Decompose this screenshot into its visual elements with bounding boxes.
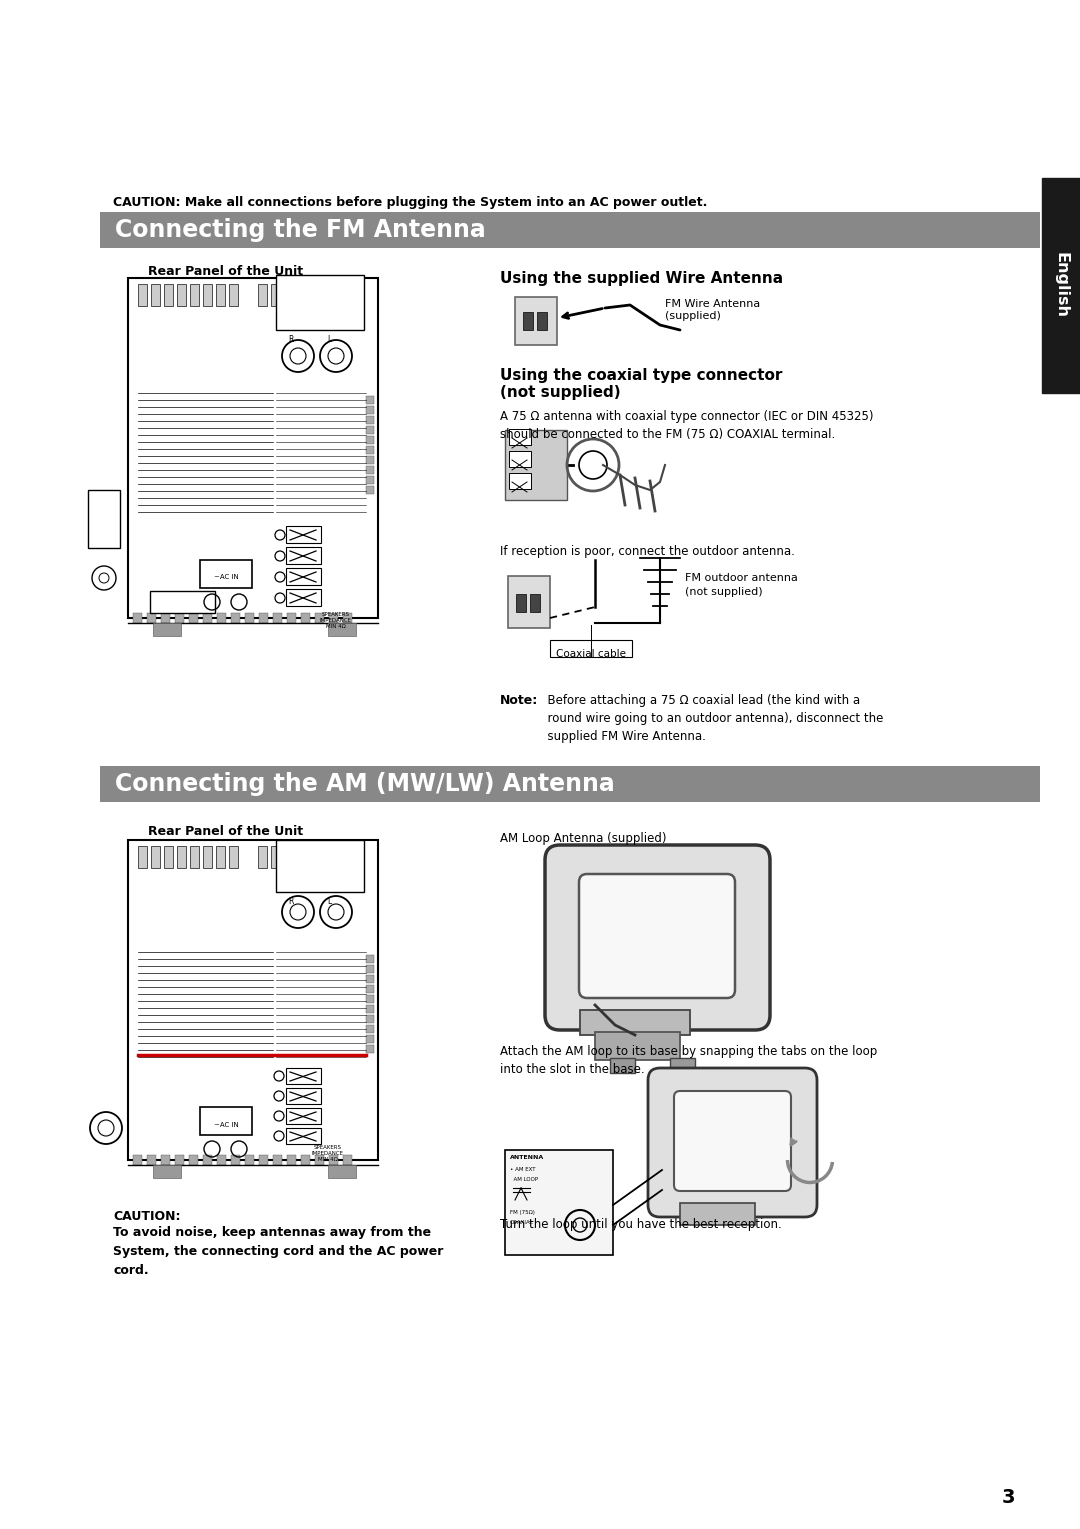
Text: SPEAKERS
IMPEDANCE
MIN 4Ω: SPEAKERS IMPEDANCE MIN 4Ω (312, 1145, 345, 1162)
Bar (175, 613, 184, 622)
Text: COAXIAL: COAXIAL (510, 1220, 534, 1225)
Text: FM outdoor antenna: FM outdoor antenna (685, 573, 798, 583)
Bar (87, 489, 120, 547)
Bar (537, 312, 546, 330)
Bar (216, 846, 225, 868)
Bar (366, 1005, 374, 1014)
Bar (310, 284, 319, 306)
Bar (286, 567, 321, 586)
Text: Rear Panel of the Unit: Rear Panel of the Unit (148, 265, 303, 278)
Bar (100, 213, 1040, 248)
Bar (286, 1109, 321, 1124)
Bar (287, 1154, 296, 1165)
Bar (301, 613, 310, 622)
Bar (509, 472, 531, 489)
Bar (138, 846, 147, 868)
Bar (286, 1089, 321, 1104)
Text: Rear Panel of the Unit: Rear Panel of the Unit (148, 826, 303, 838)
Bar (343, 613, 352, 622)
Bar (203, 284, 212, 306)
Bar (177, 846, 186, 868)
Bar (273, 1154, 282, 1165)
Text: Connecting the FM Antenna: Connecting the FM Antenna (114, 219, 486, 242)
Bar (366, 396, 374, 404)
Bar (343, 1154, 352, 1165)
Bar (366, 1044, 374, 1053)
Bar (276, 275, 364, 330)
Bar (133, 613, 141, 622)
Text: CAUTION:: CAUTION: (113, 1209, 180, 1223)
Bar (229, 846, 238, 868)
Bar (231, 1154, 240, 1165)
Text: English: English (1053, 252, 1068, 318)
Bar (366, 466, 374, 474)
Bar (366, 416, 374, 424)
Bar (190, 846, 199, 868)
Bar (366, 1015, 374, 1023)
Bar (203, 613, 212, 622)
Bar (610, 1058, 635, 1073)
Bar (200, 1107, 252, 1135)
Bar (515, 297, 557, 346)
Bar (301, 1154, 310, 1165)
Bar (366, 1035, 374, 1043)
Text: AM LOOP: AM LOOP (510, 1177, 538, 1182)
Bar (153, 1165, 181, 1177)
FancyBboxPatch shape (579, 875, 735, 998)
Bar (680, 1203, 755, 1225)
Text: 3: 3 (1001, 1488, 1015, 1508)
Bar (508, 576, 550, 628)
Bar (259, 1154, 268, 1165)
Bar (153, 622, 181, 636)
Text: (not supplied): (not supplied) (500, 385, 621, 401)
Bar (366, 985, 374, 992)
FancyBboxPatch shape (674, 1092, 791, 1191)
Bar (297, 846, 306, 868)
Text: Before attaching a 75 Ω coaxial lead (the kind with a
  round wire going to an o: Before attaching a 75 Ω coaxial lead (th… (540, 694, 883, 743)
Bar (505, 430, 567, 500)
Bar (190, 284, 199, 306)
Bar (287, 613, 296, 622)
Bar (175, 1154, 184, 1165)
Bar (129, 278, 378, 618)
Bar (328, 622, 356, 636)
Text: FM Wire Antenna
(supplied): FM Wire Antenna (supplied) (665, 300, 760, 321)
Text: R: R (288, 335, 294, 344)
Bar (271, 284, 280, 306)
Bar (200, 560, 252, 589)
Bar (151, 846, 160, 868)
Text: L: L (327, 335, 332, 344)
Bar (276, 839, 364, 891)
Text: (not supplied): (not supplied) (685, 587, 762, 596)
Bar (164, 284, 173, 306)
Text: • AM EXT: • AM EXT (510, 1167, 536, 1173)
Bar (509, 451, 531, 466)
Bar (271, 846, 280, 868)
Text: Coaxial cable: Coaxial cable (556, 648, 626, 659)
Bar (245, 613, 254, 622)
Text: A 75 Ω antenna with coaxial type connector (IEC or DIN 45325)
should be connecte: A 75 Ω antenna with coaxial type connect… (500, 410, 874, 440)
Bar (366, 436, 374, 443)
FancyBboxPatch shape (545, 846, 770, 1031)
Bar (323, 846, 332, 868)
Bar (349, 284, 357, 306)
Bar (189, 613, 198, 622)
Bar (366, 1024, 374, 1034)
Bar (366, 427, 374, 434)
Text: Note:: Note: (500, 694, 538, 706)
Bar (284, 284, 293, 306)
Text: AM Loop Antenna (supplied): AM Loop Antenna (supplied) (500, 832, 666, 846)
Bar (310, 846, 319, 868)
Bar (516, 593, 526, 612)
Text: FM (75Ω): FM (75Ω) (510, 1209, 535, 1216)
Bar (523, 312, 534, 330)
Text: Using the coaxial type connector: Using the coaxial type connector (500, 368, 782, 382)
Text: SPEAKERS
IMPEDANCE
MIN 4Ω: SPEAKERS IMPEDANCE MIN 4Ω (320, 612, 352, 628)
Text: CAUTION: Make all connections before plugging the System into an AC power outlet: CAUTION: Make all connections before plu… (113, 196, 707, 209)
Bar (133, 1154, 141, 1165)
Bar (550, 641, 632, 657)
Bar (366, 956, 374, 963)
Bar (203, 1154, 212, 1165)
Bar (258, 846, 267, 868)
Bar (286, 1067, 321, 1084)
